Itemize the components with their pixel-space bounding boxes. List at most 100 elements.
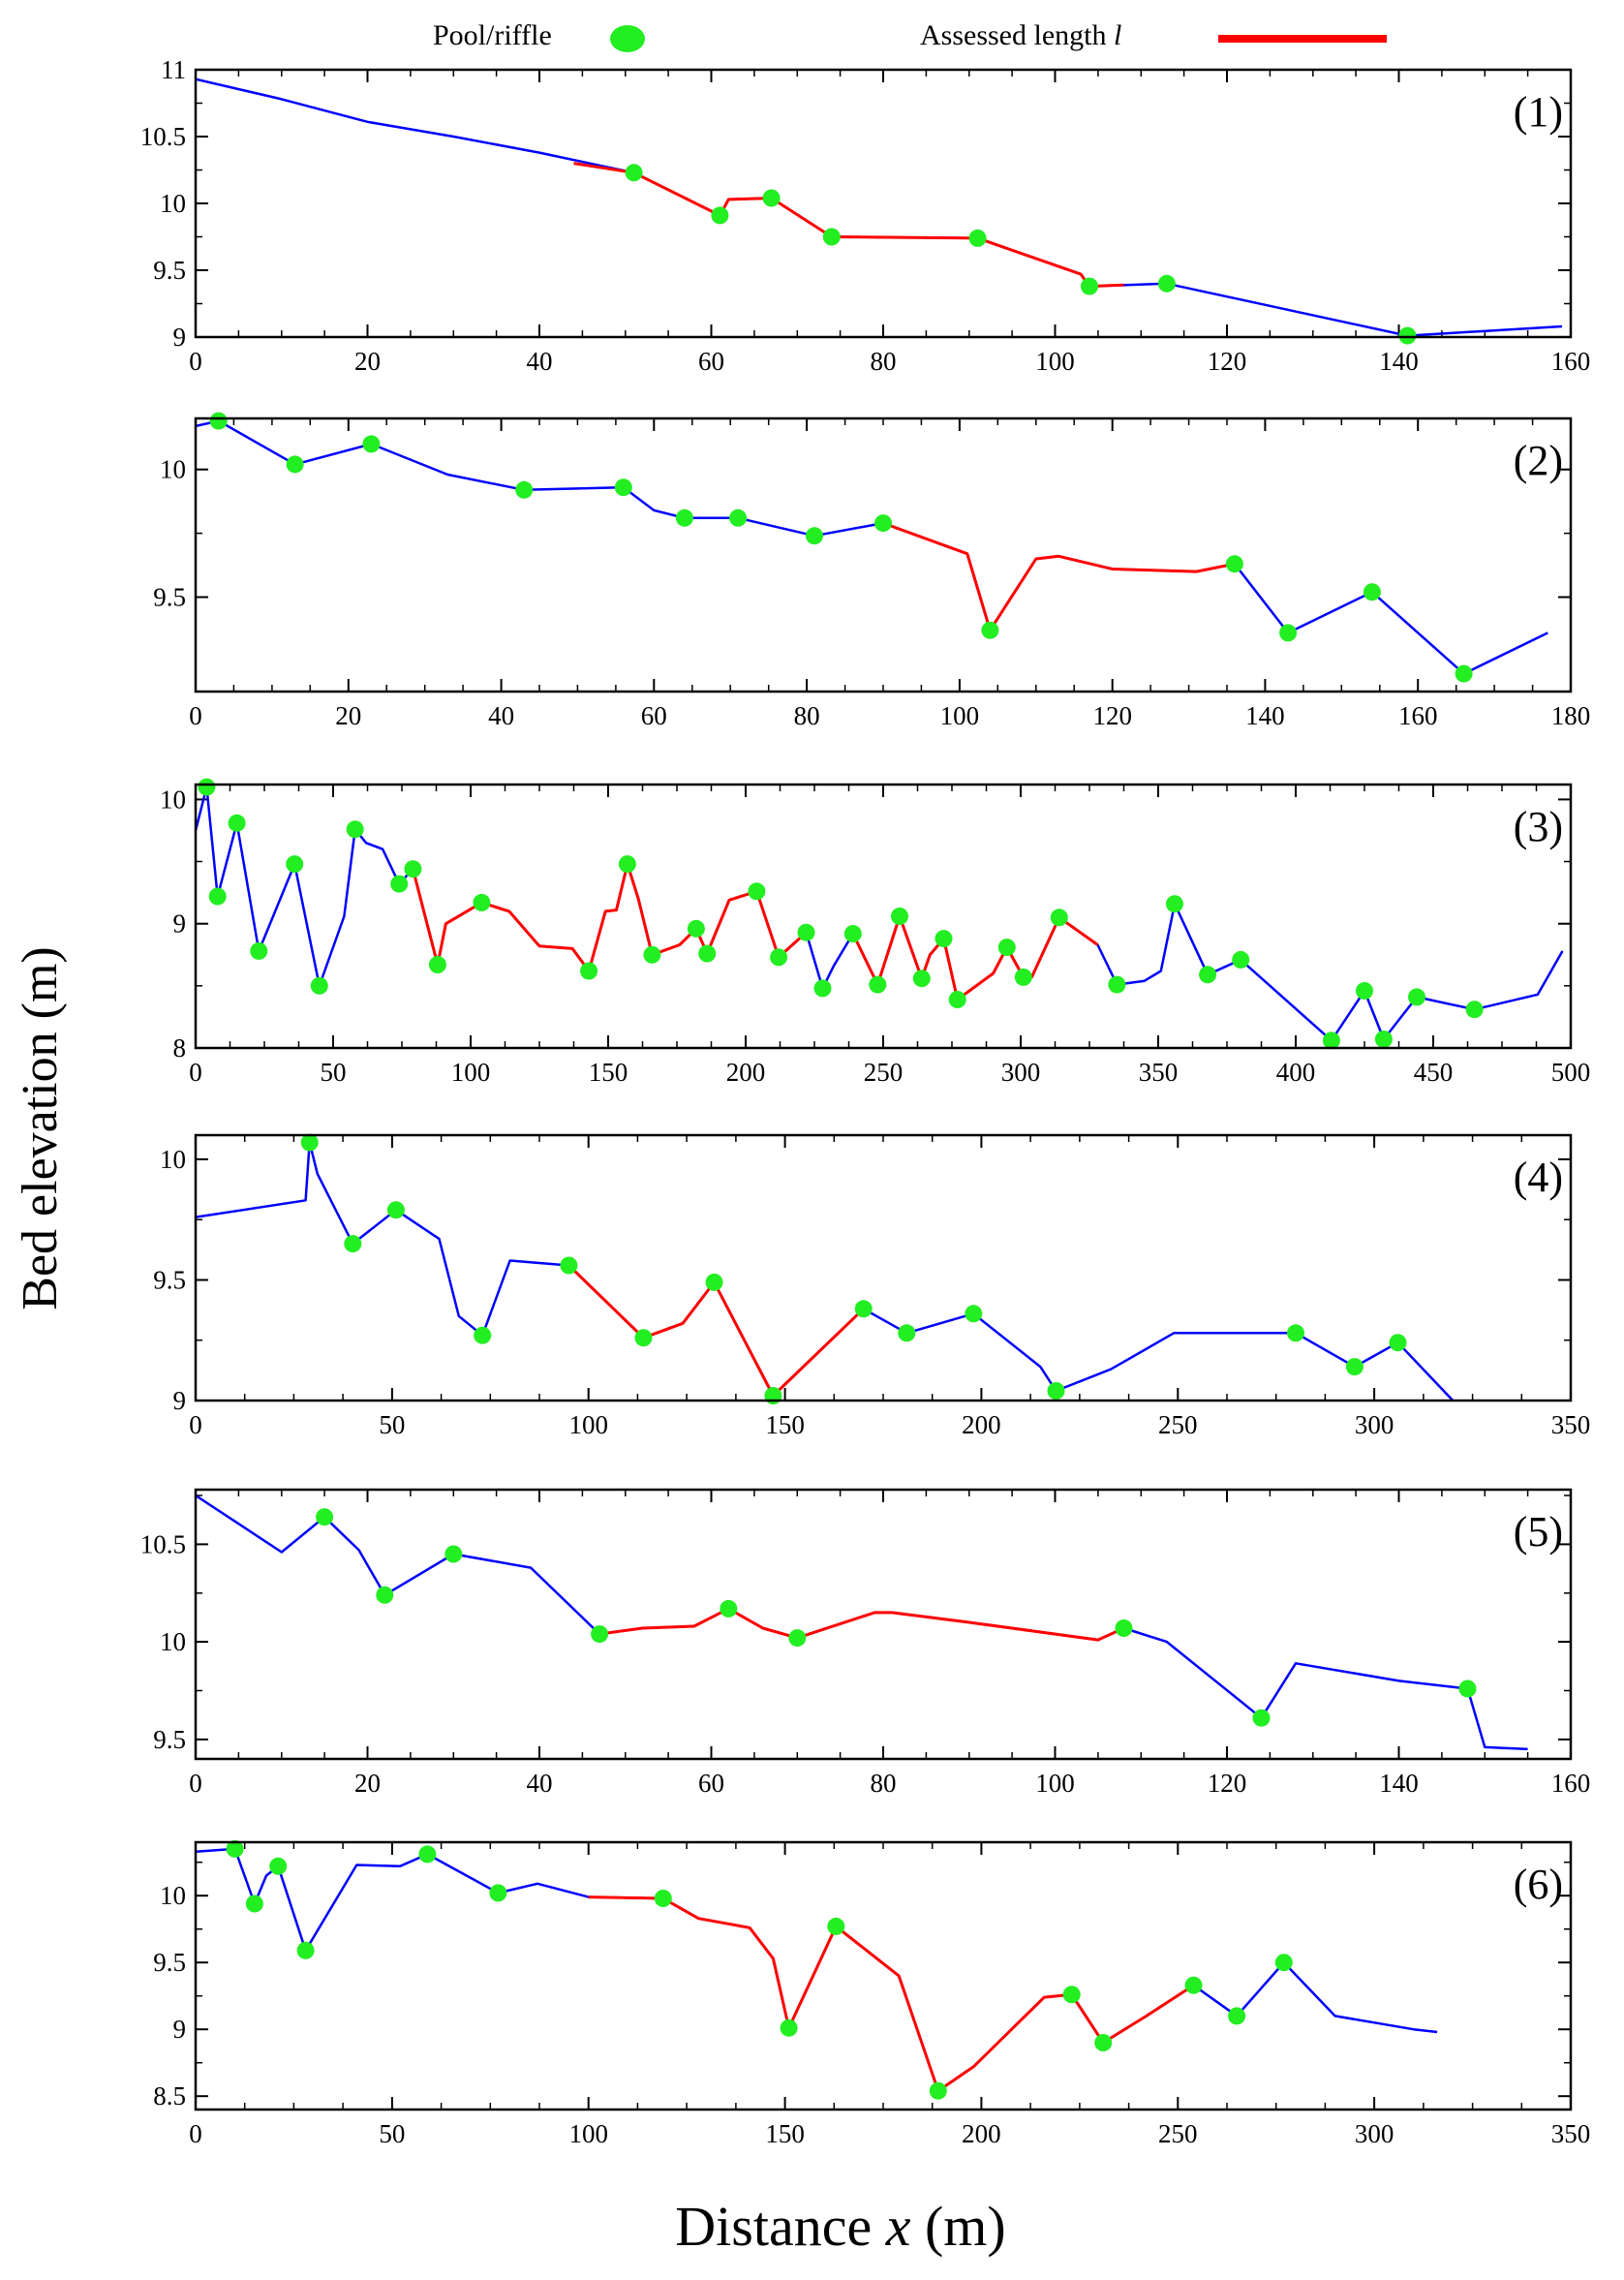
pool-riffle-point <box>286 455 304 474</box>
pool-riffle-point <box>869 975 887 994</box>
assessed-length-line <box>598 1607 1125 1642</box>
panel-5: 0 20 40 60 80 100 120 140 160 9.5 10 10.5 (5) <box>140 1488 1591 1798</box>
x-tick-label: 120 <box>1208 1769 1247 1798</box>
x-tick-label: 80 <box>871 1769 897 1798</box>
x-tick-label: 140 <box>1379 347 1419 376</box>
pool-riffle-point <box>300 1133 319 1152</box>
pool-riffle-point <box>316 1508 334 1526</box>
x-tick-label: 100 <box>1035 1769 1075 1798</box>
x-tick-label: 150 <box>589 1058 628 1087</box>
y-tick-label: 9 <box>173 1386 187 1415</box>
legend-assessed-length-label: Assessed length l <box>920 19 1121 51</box>
pool-riffle-point <box>390 875 409 893</box>
pool-riffle-point <box>854 1300 873 1318</box>
bed-profile-line <box>196 786 1564 1042</box>
pool-riffle-point <box>935 930 953 948</box>
plot-area <box>196 77 1563 337</box>
x-tick-label: 100 <box>451 1058 491 1087</box>
pool-riffle-point <box>948 991 966 1008</box>
pool-riffle-point <box>1157 274 1176 293</box>
pool-riffle-point <box>228 814 246 832</box>
x-tick-label: 20 <box>354 347 381 376</box>
assessed-length-line <box>588 1895 1195 2093</box>
x-tick-label: 160 <box>1551 1769 1591 1798</box>
x-tick-label: 80 <box>794 701 820 730</box>
pool-riffle-point <box>929 2081 947 2100</box>
assessed-length-line <box>851 914 1099 1001</box>
pool-riffle-point <box>891 908 908 925</box>
pool-riffle-point <box>245 1895 263 1913</box>
x-tick-label: 300 <box>1355 1410 1394 1439</box>
pool-riffle-point <box>346 820 364 839</box>
pool-riffle-point <box>296 1941 315 1959</box>
pool-riffle-point <box>797 923 815 941</box>
pool-riffle-point <box>625 164 643 182</box>
pool-riffle-point <box>1225 555 1243 573</box>
panel-frame <box>194 1488 1573 1761</box>
panel-frame <box>194 1840 1573 2111</box>
y-tick-label: 9 <box>173 2015 187 2044</box>
y-tick-label: 9.5 <box>153 256 186 285</box>
x-tick-label: 60 <box>698 1769 724 1798</box>
pool-riffle-point <box>362 435 381 453</box>
pool-riffle-point <box>1014 968 1032 986</box>
plot-area <box>196 1494 1528 1751</box>
x-tick-label: 400 <box>1276 1058 1316 1087</box>
panel-2: 0 20 40 60 80 100 120 140 160 180 9.5 10 (2) <box>153 412 1590 730</box>
pool-riffle-point <box>1232 950 1250 969</box>
y-tick-label: 10 <box>160 1881 186 1910</box>
pool-riffle-point <box>1094 2034 1113 2051</box>
pool-riffle-point <box>981 621 999 639</box>
x-axis-title-prefix: Distance <box>675 2195 885 2258</box>
x-tick-label: 40 <box>527 347 553 376</box>
pool-riffle-point <box>428 956 446 973</box>
bed-profile-line <box>196 77 1563 337</box>
x-tick-label: 160 <box>1551 347 1591 376</box>
panel-frame <box>194 783 1573 1050</box>
x-tick-label: 0 <box>189 701 202 730</box>
pool-riffle-point <box>1166 895 1183 913</box>
x-tick-label: 0 <box>189 1769 202 1798</box>
x-tick-label: 350 <box>1551 2119 1591 2148</box>
x-tick-label: 40 <box>488 701 514 730</box>
x-tick-label: 50 <box>321 1058 347 1087</box>
x-tick-label: 120 <box>1208 347 1247 376</box>
pool-riffle-point <box>813 979 832 998</box>
y-tick-label: 8 <box>173 1033 187 1063</box>
pool-riffle-point <box>1356 982 1373 1000</box>
pool-riffle-point <box>1228 2007 1246 2025</box>
x-tick-label: 160 <box>1398 701 1438 730</box>
pool-riffle-point <box>1199 966 1217 984</box>
pool-riffle-point <box>843 925 862 942</box>
x-tick-label: 40 <box>527 1769 553 1798</box>
pool-riffle-point <box>614 478 632 497</box>
x-tick-label: 100 <box>568 1410 608 1439</box>
pool-riffle-point <box>376 1586 394 1604</box>
pool-riffle-point <box>580 962 598 980</box>
plot-area <box>196 419 1548 675</box>
bed-profile-line <box>196 1494 1528 1751</box>
pool-riffle-point <box>226 1839 244 1858</box>
pool-riffle-point <box>698 944 717 963</box>
x-tick-label: 20 <box>354 1769 381 1798</box>
x-tick-label: 100 <box>568 2119 608 2148</box>
x-tick-label: 150 <box>765 1410 805 1439</box>
pool-riffle-point <box>762 189 781 207</box>
plot-area <box>196 786 1564 1042</box>
legend-pool-riffle-marker <box>610 25 645 52</box>
panel-frame <box>194 1133 1573 1402</box>
assessed-length-line <box>411 862 808 972</box>
pool-riffle-point <box>1050 909 1068 927</box>
x-tick-label: 0 <box>189 347 202 376</box>
bed-profile-line <box>196 1141 1455 1401</box>
x-tick-label: 60 <box>698 347 724 376</box>
x-tick-label: 50 <box>379 2119 405 2148</box>
y-tick-label: 10 <box>160 1145 186 1174</box>
pool-riffle-point <box>404 860 422 878</box>
x-tick-label: 200 <box>962 1410 1001 1439</box>
panel-label: (4) <box>1514 1154 1563 1201</box>
pool-riffle-point <box>634 1329 653 1347</box>
pool-riffle-point <box>780 2018 798 2037</box>
assessed-length-line <box>567 1264 865 1398</box>
pool-riffle-point <box>874 514 892 533</box>
